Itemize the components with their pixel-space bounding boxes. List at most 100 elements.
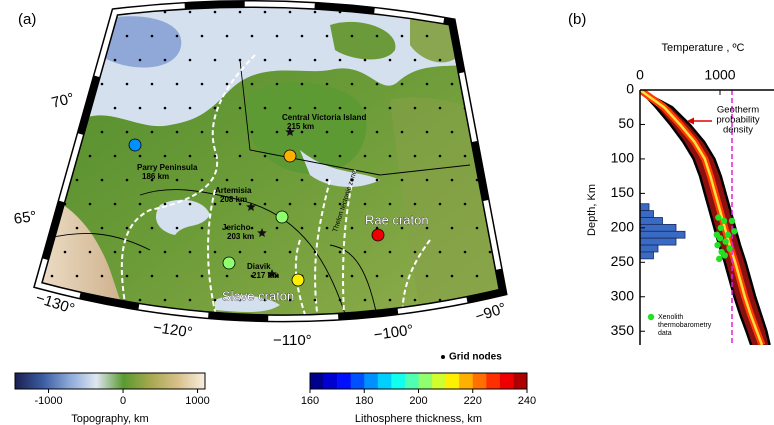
grid-node [389,107,392,110]
grid-node [426,131,429,134]
site [223,257,235,269]
grid-node [464,11,467,14]
grid-node [164,203,167,206]
grid-node [51,323,54,326]
grid-node [201,275,204,278]
grid-node [476,227,479,230]
grid-node [389,203,392,206]
grid-node [339,299,342,302]
y-tick-label: 50 [618,115,634,131]
legend-label: thermobarometry [658,322,712,329]
grid-node [76,323,79,326]
colorbar-cell [351,373,365,389]
grid-node [189,11,192,14]
grid-node [264,347,267,350]
xenolith-point [726,245,732,251]
grid-node [301,35,304,38]
grid-node [51,179,54,182]
grid-node [276,35,279,38]
grid-node [339,59,342,62]
legend-marker [648,314,654,320]
grid-node [264,11,267,14]
grid-node [526,83,529,86]
xenolith-point [717,235,723,241]
locality-depth: 208 km [220,195,247,204]
grid-node [39,59,42,62]
grid-node [414,59,417,62]
x-axis-title: Temperature , ºC [662,42,745,54]
grid-node [39,11,42,14]
grid-node [201,83,204,86]
grid-node [364,59,367,62]
grid-node [451,179,454,182]
grid-node [314,155,317,158]
grid-node [126,227,129,230]
grid-node [89,251,92,254]
grid-node [426,275,429,278]
colorbar-label: Lithosphere thickness, km [355,413,482,425]
grid-node [514,59,517,62]
grid-node [239,347,242,350]
histogram-bar [640,252,654,259]
histogram-bar [640,204,649,211]
grid-node [439,59,442,62]
grid-node [239,107,242,110]
grid-node [189,347,192,350]
lon-label: −120° [152,319,194,341]
histogram-bar [640,211,654,218]
grid-node [139,251,142,254]
grid-node [289,11,292,14]
grid-node [226,83,229,86]
xenolith-point [725,232,731,238]
grid-node [426,35,429,38]
grid-node [89,203,92,206]
grid-node [64,251,67,254]
grid-node [401,275,404,278]
colorbar-cell [486,373,500,389]
histogram-bar [640,231,685,238]
colorbar-cell [391,373,405,389]
grid-node [451,227,454,230]
xenolith-point [722,238,728,244]
grid-node [151,227,154,230]
grid-node [526,275,529,278]
histogram-bar [640,218,663,225]
legend-label: Xenolith [658,314,683,321]
grid-node [264,107,267,110]
grid-node [351,131,354,134]
grid-node [89,155,92,158]
grid-node [39,347,42,350]
grid-node [526,227,529,230]
grid-node [239,155,242,158]
grid-node [514,11,517,14]
grid-node [426,323,429,326]
grid-node [451,275,454,278]
grid-node [176,131,179,134]
grid-node [164,59,167,62]
grid-node [314,251,317,254]
grid-node [76,83,79,86]
grid-node [51,131,54,134]
region-label: Slave craton [222,288,294,303]
grid-node [364,155,367,158]
grid-node [76,227,79,230]
grid-node [114,155,117,158]
grid-node [501,179,504,182]
grid-node [326,275,329,278]
site [372,229,384,241]
grid-node [139,155,142,158]
y-tick-label: 0 [626,81,634,97]
grid-node [201,35,204,38]
grid-node [64,155,67,158]
grid-node [126,131,129,134]
grid-node [439,251,442,254]
grid-node [501,323,504,326]
grid-node [476,35,479,38]
grid-node [64,59,67,62]
grid-node [189,299,192,302]
y-tick-label: 100 [611,150,635,166]
grid-node [276,131,279,134]
grid-node [314,107,317,110]
grid-node [489,107,492,110]
colorbar-tick-label: 180 [355,395,373,407]
